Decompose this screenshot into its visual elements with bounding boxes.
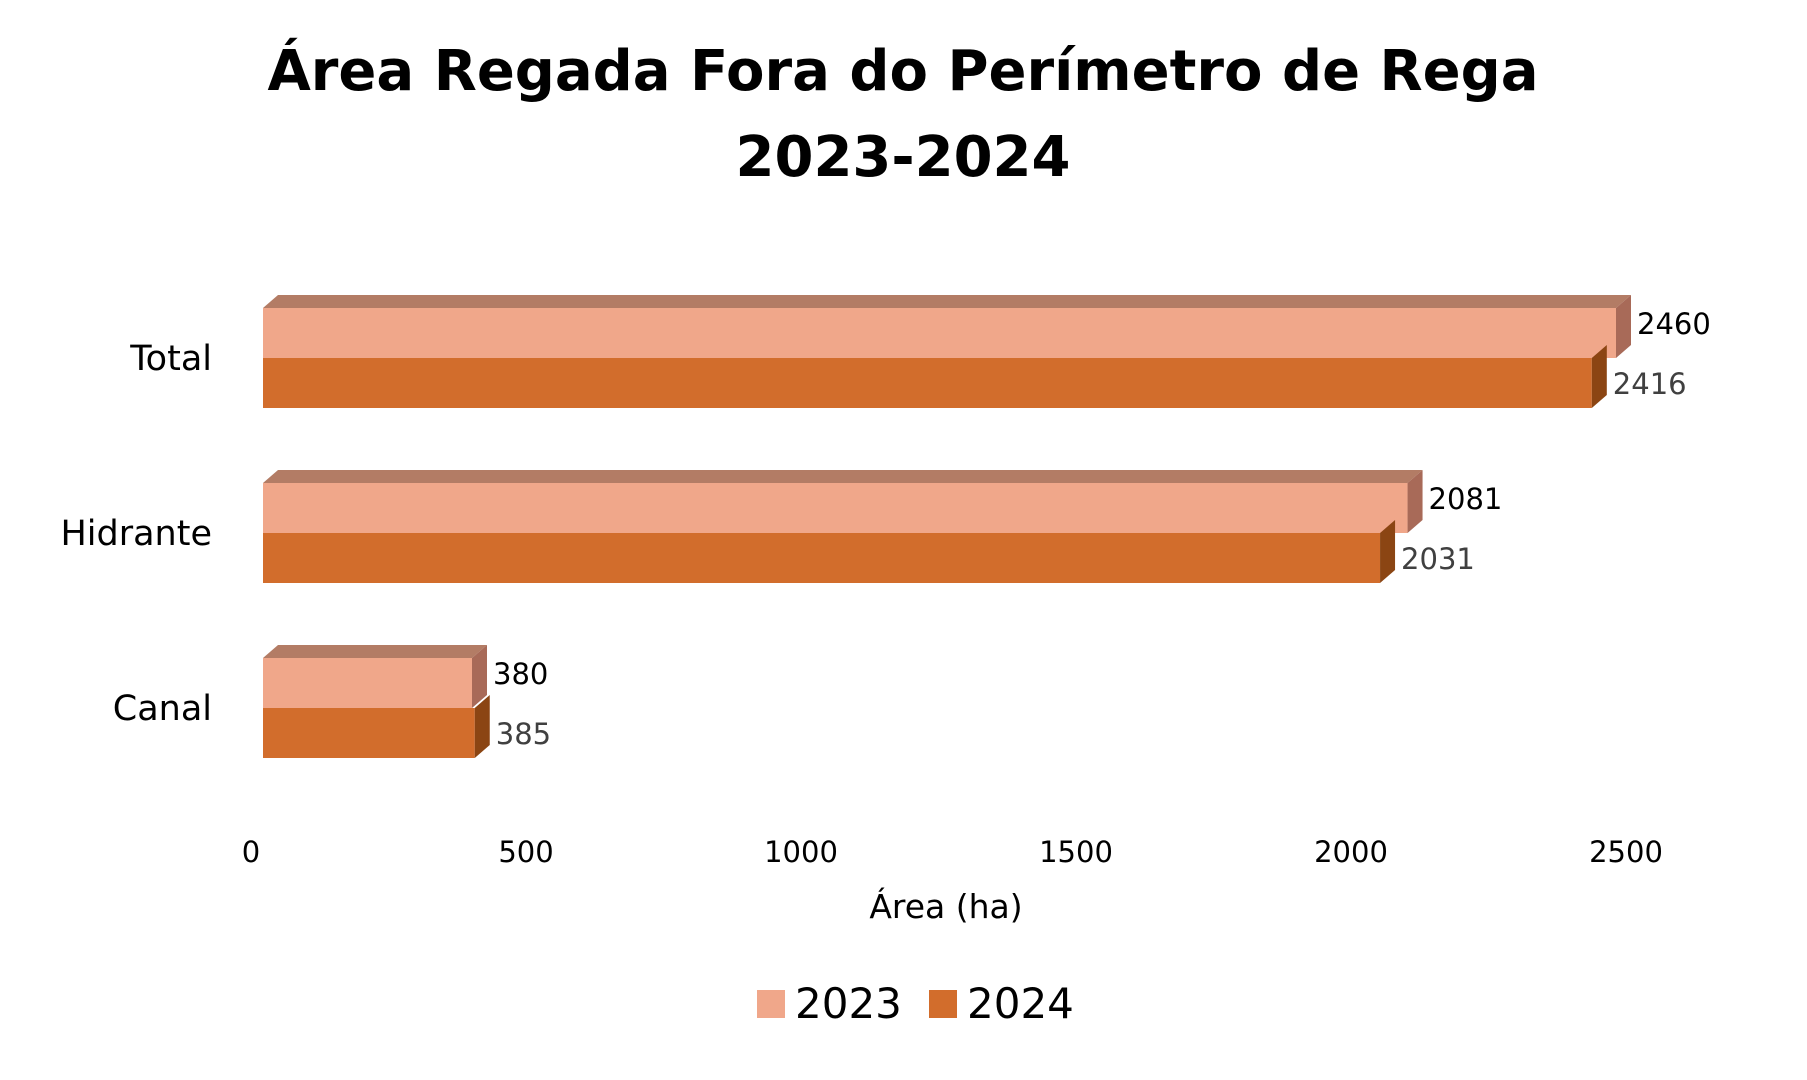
bar-top-face xyxy=(263,645,487,658)
chart-title-line-2: 2023-2024 xyxy=(736,125,1071,190)
legend: 2023 2024 xyxy=(757,979,1074,1028)
category-labels: Total Hidrante Canal xyxy=(60,339,212,729)
data-labels: 2460 2416 2081 2031 380 385 xyxy=(493,307,1711,751)
x-tick-label-1500: 1500 xyxy=(1039,835,1113,869)
bar-total-2024 xyxy=(263,345,1607,408)
chart-title-line-1: Área Regada Fora do Perímetro de Rega xyxy=(267,39,1538,104)
bar-side-face xyxy=(1591,345,1607,408)
bar-front-face xyxy=(263,358,1592,408)
x-tick-labels: 0 500 1000 1500 2000 2500 xyxy=(242,835,1663,869)
bar-total-2023 xyxy=(263,295,1631,358)
x-tick-label-1000: 1000 xyxy=(764,835,838,869)
bar-top-face xyxy=(263,470,1423,483)
bar-front-face xyxy=(263,708,475,758)
x-axis-title: Área (ha) xyxy=(869,886,1022,926)
bar-side-face xyxy=(1616,295,1631,358)
bar-front-face xyxy=(263,533,1381,583)
x-tick-label-500: 500 xyxy=(498,835,553,869)
x-tick-label-2500: 2500 xyxy=(1589,835,1663,869)
legend-swatch-2024 xyxy=(929,990,957,1018)
bars-layer xyxy=(263,295,1631,758)
bar-hidrante-2024 xyxy=(263,520,1396,583)
bar-top-face xyxy=(263,295,1631,308)
data-label-hidrante-2023: 2081 xyxy=(1429,482,1503,516)
bar-side-face xyxy=(474,695,490,758)
x-tick-label-2000: 2000 xyxy=(1314,835,1388,869)
bar-side-face xyxy=(472,645,487,708)
data-label-total-2024: 2416 xyxy=(1613,367,1687,401)
category-label-canal: Canal xyxy=(113,689,212,729)
data-label-canal-2024: 385 xyxy=(496,717,551,751)
data-label-canal-2023: 380 xyxy=(493,657,548,691)
legend-label-2023: 2023 xyxy=(795,979,902,1028)
category-label-total: Total xyxy=(129,339,212,379)
bar-side-face xyxy=(1407,470,1423,533)
bar-front-face xyxy=(263,308,1616,358)
bar-side-face xyxy=(1380,520,1396,583)
bar-canal-2023 xyxy=(263,645,487,708)
bar-hidrante-2023 xyxy=(263,470,1423,533)
legend-swatch-2023 xyxy=(757,990,785,1018)
data-label-hidrante-2024: 2031 xyxy=(1401,542,1475,576)
bar-front-face xyxy=(263,658,472,708)
legend-label-2024: 2024 xyxy=(967,979,1074,1028)
bar-front-face xyxy=(263,483,1408,533)
data-label-total-2023: 2460 xyxy=(1637,307,1711,341)
bar-canal-2024 xyxy=(263,695,490,758)
x-tick-label-0: 0 xyxy=(242,835,260,869)
category-label-hidrante: Hidrante xyxy=(60,514,212,554)
